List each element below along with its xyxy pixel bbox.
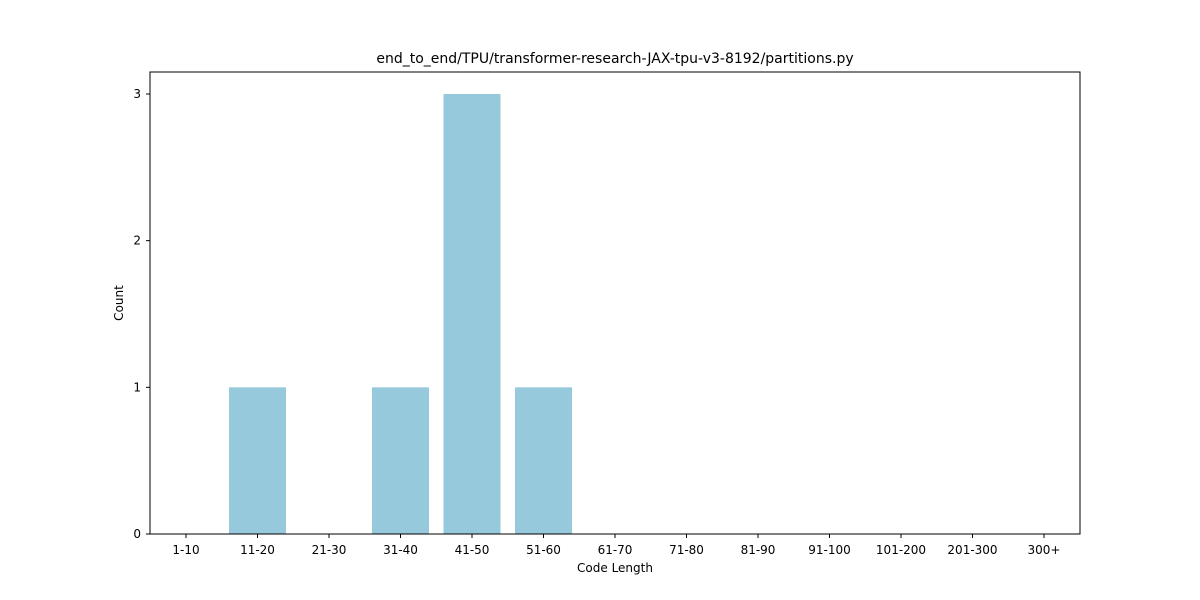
- x-tick-label: 31-40: [383, 543, 418, 557]
- plot-frame: [149, 71, 1081, 535]
- x-tick-label: 101-200: [876, 543, 926, 557]
- x-tick-label: 81-90: [741, 543, 776, 557]
- bar-41-50: [443, 94, 501, 534]
- bar-31-40: [372, 387, 429, 534]
- x-tick-label: 21-30: [312, 543, 347, 557]
- x-tick-label: 300+: [1028, 543, 1061, 557]
- x-tick-label: 71-80: [669, 543, 704, 557]
- y-axis-label: Count: [112, 285, 126, 321]
- bar-11-20: [229, 387, 286, 534]
- y-tick-label: 1: [133, 380, 141, 394]
- y-tick-label: 3: [133, 87, 141, 101]
- bar-51-60: [515, 387, 572, 534]
- y-tick-label: 2: [133, 234, 141, 248]
- x-axis-label: Code Length: [577, 561, 653, 575]
- x-tick-label: 11-20: [240, 543, 275, 557]
- x-axis: 1-10 11-20 21-30 31-40 41-50 51-60 61-70 71-80 8…: [172, 534, 1060, 557]
- x-tick-label: 41-50: [455, 543, 490, 557]
- y-tick-label: 0: [133, 527, 141, 541]
- bar-group: [229, 94, 572, 534]
- y-axis: 0 1 2 3: [133, 87, 150, 541]
- x-tick-label: 51-60: [526, 543, 561, 557]
- x-tick-label: 91-100: [808, 543, 851, 557]
- x-tick-label: 61-70: [598, 543, 633, 557]
- x-tick-label: 1-10: [172, 543, 199, 557]
- chart-title: end_to_end/TPU/transformer-research-JAX-…: [376, 51, 853, 67]
- x-tick-label: 201-300: [947, 543, 997, 557]
